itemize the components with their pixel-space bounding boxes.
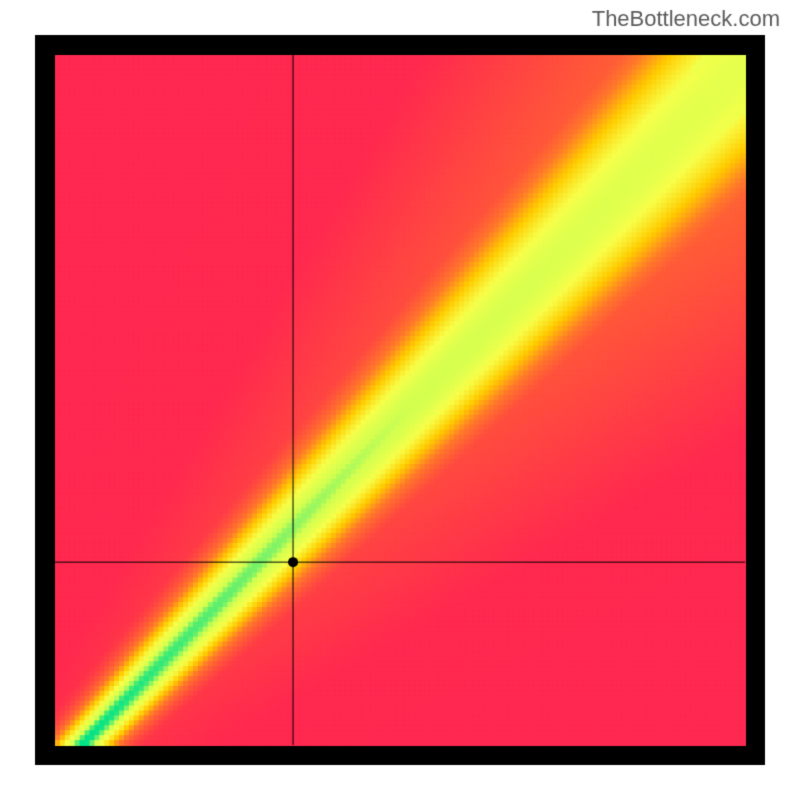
chart-container <box>0 0 800 800</box>
heatmap-canvas <box>0 0 800 800</box>
